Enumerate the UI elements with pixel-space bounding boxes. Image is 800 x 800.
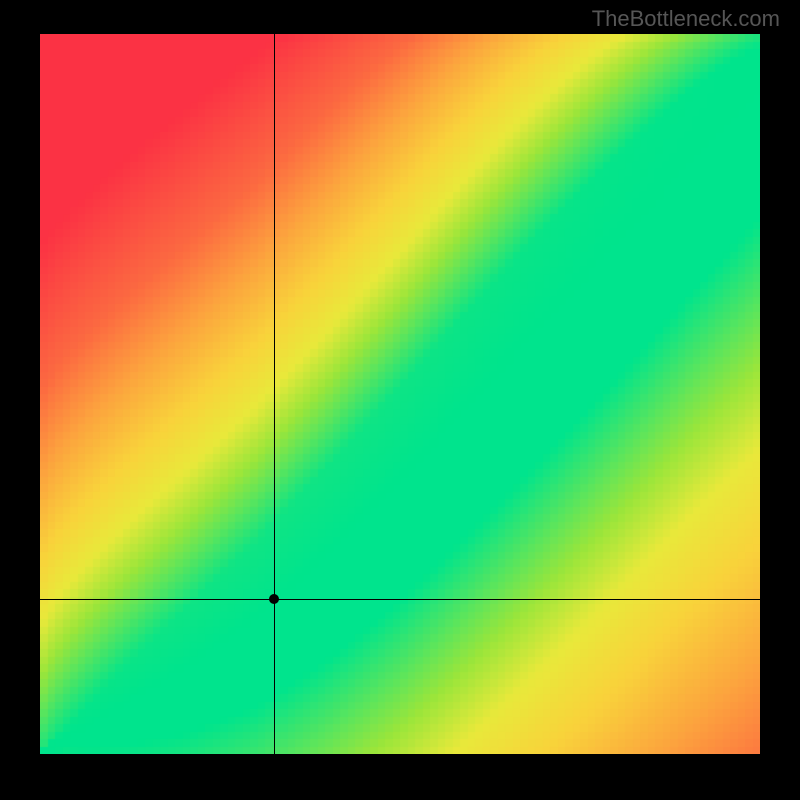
plot-area [40,34,760,754]
crosshair-marker [269,594,279,604]
heatmap-canvas [40,34,760,754]
crosshair-horizontal [40,599,760,600]
watermark-text: TheBottleneck.com [592,6,780,32]
crosshair-vertical [274,34,275,754]
